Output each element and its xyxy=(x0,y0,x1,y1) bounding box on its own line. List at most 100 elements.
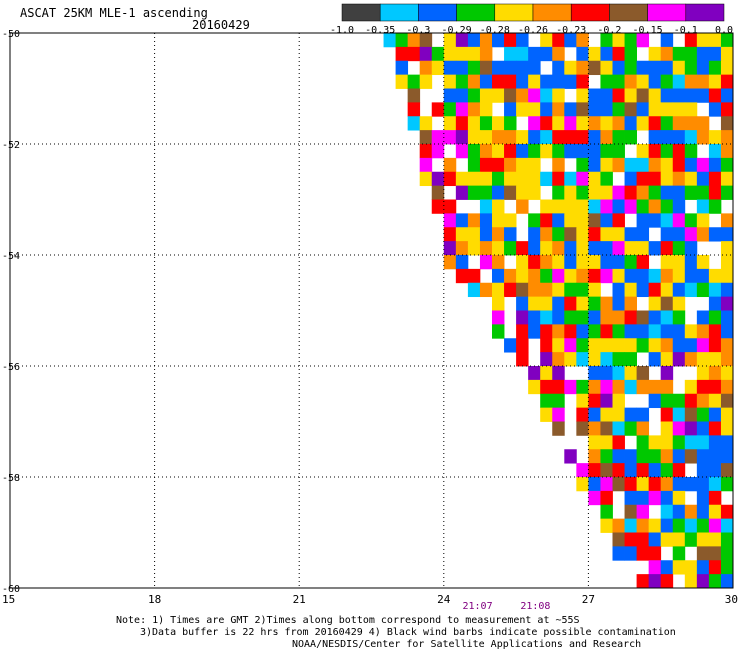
swath-cell xyxy=(684,130,698,145)
swath-cell xyxy=(672,310,686,325)
swath-cell xyxy=(720,60,734,76)
swath-cell xyxy=(540,171,553,187)
swath-cell xyxy=(600,296,613,311)
y-tick-label: -54 xyxy=(2,251,20,262)
swath-cell xyxy=(720,504,734,520)
swath-cell xyxy=(467,116,481,131)
swath-cell xyxy=(576,88,589,103)
swath-cell xyxy=(479,213,493,228)
swath-cell xyxy=(552,268,565,284)
swath-cell xyxy=(492,185,505,200)
swath-cell xyxy=(407,46,421,62)
swath-cell xyxy=(624,379,637,395)
swath-cell xyxy=(696,157,710,173)
colorbar-label: -0.23 xyxy=(556,25,586,36)
swath-cell xyxy=(431,130,445,145)
swath-cell xyxy=(648,324,662,339)
swath-cell xyxy=(684,171,698,187)
swath-cell xyxy=(672,171,686,187)
swath-cell xyxy=(624,449,637,464)
swath-cell xyxy=(672,532,686,547)
swath-cell xyxy=(455,60,469,76)
swath-cell xyxy=(708,407,722,422)
swath-cell xyxy=(588,310,601,325)
swath-cell xyxy=(660,199,674,214)
swath-cell xyxy=(624,88,637,103)
swath-cell xyxy=(516,33,529,48)
swath-cell xyxy=(696,449,710,464)
swath-cell xyxy=(708,574,722,589)
swath-cell xyxy=(660,477,674,492)
swath-cell xyxy=(612,144,625,159)
swath-cell xyxy=(479,241,493,256)
swath-cell xyxy=(552,324,565,339)
swath-cell xyxy=(540,338,553,353)
swath-cell xyxy=(660,518,674,533)
swath-cell xyxy=(624,171,637,187)
swath-cell xyxy=(672,504,686,520)
swath-cell xyxy=(443,255,457,270)
swath-cell xyxy=(576,60,589,76)
swath-cell xyxy=(672,546,686,561)
swath-cell xyxy=(588,352,601,367)
swath-cell xyxy=(636,310,650,325)
swath-cell xyxy=(588,477,601,492)
swath-cell xyxy=(696,199,710,214)
swath-cell xyxy=(407,74,421,89)
colorbar-swatch xyxy=(570,3,610,22)
swath-cell xyxy=(552,199,565,214)
swath-cell xyxy=(660,463,674,478)
x-tick-labels: 15 18 21 24 27 30 xyxy=(2,593,738,606)
swath-cell xyxy=(696,60,710,76)
swath-cell xyxy=(528,282,541,298)
colorbar-label: -0.1 xyxy=(674,25,698,36)
swath-cell xyxy=(492,33,505,48)
swath-cell xyxy=(684,116,698,131)
swath-cell xyxy=(576,199,589,214)
swath-cell xyxy=(588,421,601,436)
colorbar-label: -0.2 xyxy=(597,25,621,36)
swath-cell xyxy=(540,130,553,145)
swath-cell xyxy=(564,60,577,76)
swath-cell xyxy=(648,352,662,367)
swath-cell xyxy=(576,338,589,353)
swath-cell xyxy=(576,74,589,89)
colorbar-swatch xyxy=(456,3,496,22)
swath-cell xyxy=(708,324,722,339)
colorbar-label: -0.3 xyxy=(406,25,430,36)
swath-cell xyxy=(516,255,529,270)
swath-cell xyxy=(443,88,457,103)
swath-cell xyxy=(684,518,698,533)
swath-cell xyxy=(672,130,686,145)
swath-cell xyxy=(636,144,650,159)
swath-cell xyxy=(552,144,565,159)
swath-cell xyxy=(708,171,722,187)
swath-cell xyxy=(504,74,517,89)
swath-cell xyxy=(708,46,722,62)
swath-cell xyxy=(708,435,722,450)
swath-cell xyxy=(720,366,734,381)
swath-cell xyxy=(479,88,493,103)
swath-cell xyxy=(443,74,457,89)
swath-cell xyxy=(648,574,662,589)
swath-cell xyxy=(696,338,710,353)
swath-cell xyxy=(612,268,625,284)
swath-cell xyxy=(708,338,722,353)
swath-cell xyxy=(540,268,553,284)
swath-cell xyxy=(612,102,625,117)
swath-cell xyxy=(660,88,674,103)
swath-cell xyxy=(395,74,409,89)
swath-cell xyxy=(720,255,734,270)
swath-cell xyxy=(612,60,625,76)
swath-cell xyxy=(624,185,637,200)
swath-cell xyxy=(648,379,662,395)
swath-cell xyxy=(660,449,674,464)
swath-cell xyxy=(708,518,722,533)
swath-cell xyxy=(516,144,529,159)
swath-cell xyxy=(516,46,529,62)
swath-cell xyxy=(576,46,589,62)
swath-cell xyxy=(455,102,469,117)
swath-cell xyxy=(600,102,613,117)
swath-cell xyxy=(696,490,710,506)
swath-cell xyxy=(600,88,613,103)
